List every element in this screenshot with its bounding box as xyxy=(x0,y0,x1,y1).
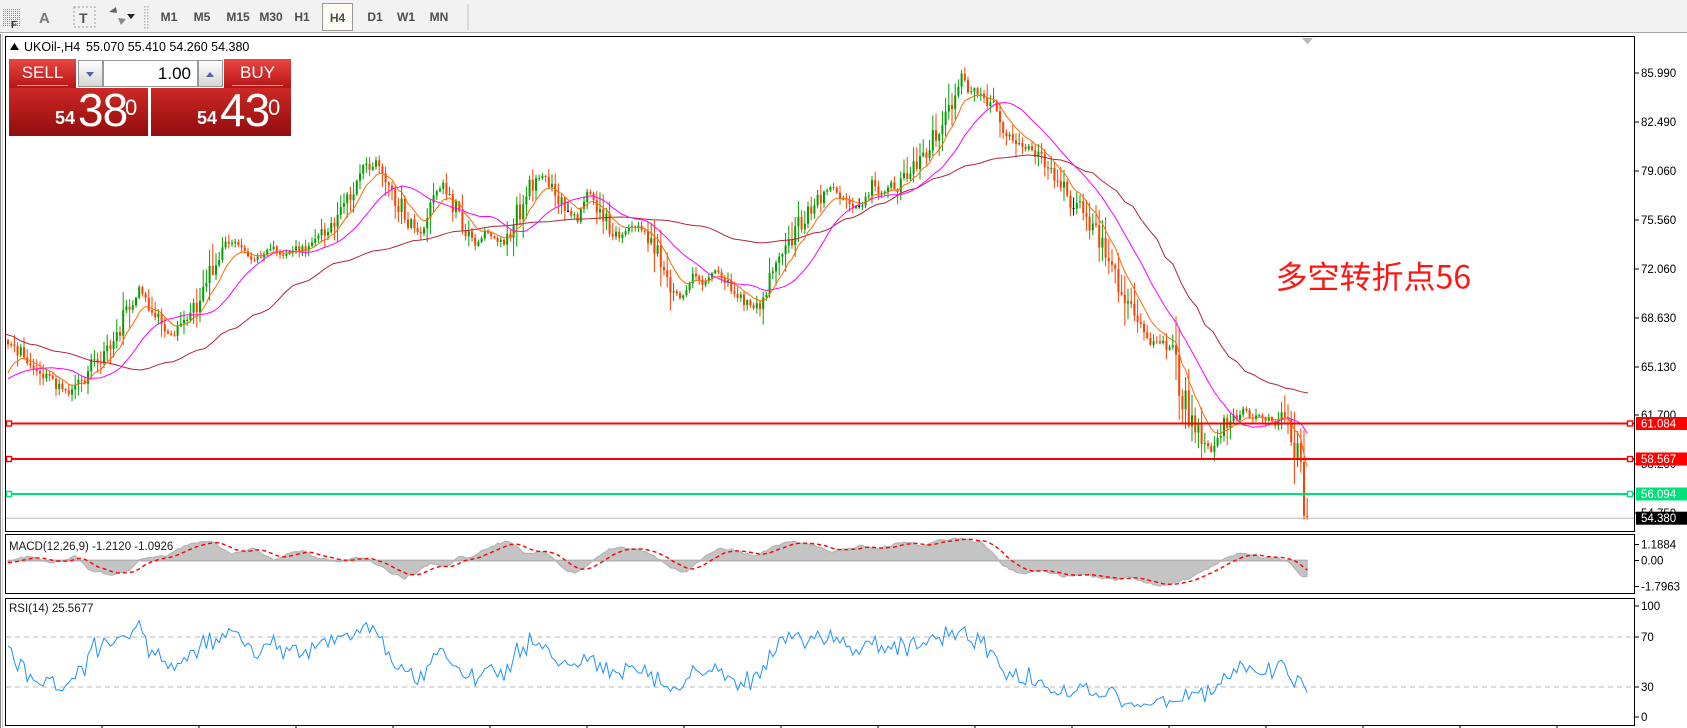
svg-text:UKOil-,H4: UKOil-,H4 xyxy=(24,40,80,54)
svg-text:0: 0 xyxy=(1641,712,1647,724)
svg-text:85.990: 85.990 xyxy=(1641,68,1676,80)
svg-text:72.060: 72.060 xyxy=(1641,264,1676,276)
svg-text:79.060: 79.060 xyxy=(1641,166,1676,178)
svg-text:55.070 55.410 54.260 54.380: 55.070 55.410 54.260 54.380 xyxy=(86,40,249,54)
svg-text:F: F xyxy=(11,20,17,31)
svg-text:1.1884: 1.1884 xyxy=(1641,540,1677,552)
svg-text:0.00: 0.00 xyxy=(1641,556,1663,568)
svg-text:70: 70 xyxy=(1641,632,1654,644)
svg-text:61.084: 61.084 xyxy=(1641,419,1677,431)
svg-text:A: A xyxy=(39,10,50,27)
svg-text:75.560: 75.560 xyxy=(1641,215,1676,227)
svg-text:RSI(14) 25.5677: RSI(14) 25.5677 xyxy=(9,603,93,615)
svg-text:MACD(12,26,9) -1.2120 -1.0926: MACD(12,26,9) -1.2120 -1.0926 xyxy=(9,541,173,553)
svg-text:-1.7963: -1.7963 xyxy=(1641,582,1680,594)
svg-text:30: 30 xyxy=(1641,682,1654,694)
svg-text:56.094: 56.094 xyxy=(1641,489,1677,501)
svg-text:65.130: 65.130 xyxy=(1641,362,1676,374)
svg-text:100: 100 xyxy=(1641,601,1660,613)
svg-text:68.630: 68.630 xyxy=(1641,313,1676,325)
svg-text:58.567: 58.567 xyxy=(1641,454,1676,466)
svg-text:82.490: 82.490 xyxy=(1641,117,1676,129)
svg-text:T: T xyxy=(79,10,88,26)
svg-text:54.380: 54.380 xyxy=(1641,513,1676,525)
